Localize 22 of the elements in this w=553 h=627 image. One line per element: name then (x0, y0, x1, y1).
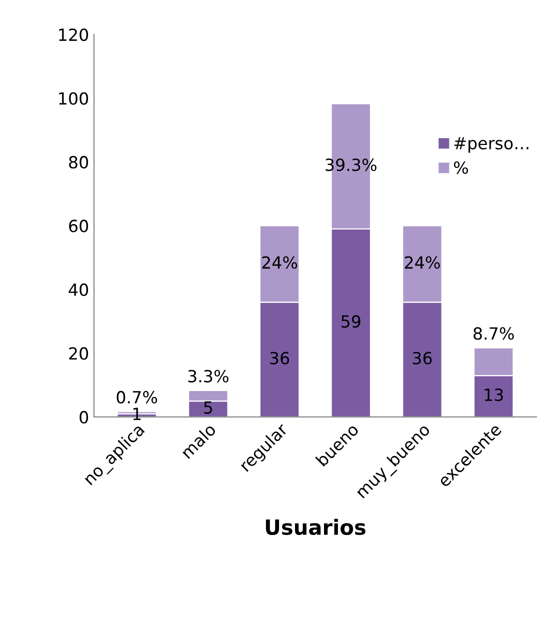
data-label: 3.3% (188, 370, 228, 382)
data-label: 0.7% (116, 390, 158, 404)
data-label: 59 (342, 315, 360, 328)
data-label: 13 (484, 388, 503, 402)
y-tick-label: 20 (69, 347, 88, 360)
data-label: 39.3% (326, 158, 376, 172)
legend-label: % (454, 161, 468, 174)
data-label: 36 (270, 352, 290, 364)
data-label: 5 (204, 401, 212, 414)
y-tick-label: 60 (69, 220, 88, 232)
y-tick-label: 100 (59, 92, 88, 105)
y-tick-label: 80 (69, 156, 88, 169)
legend-label: #perso… (454, 137, 528, 153)
data-label: 8.7% (474, 327, 514, 340)
data-label: 1 (133, 408, 141, 420)
x-axis-title: Usuarios (266, 518, 366, 536)
y-tick-label: 0 (80, 410, 88, 424)
data-label: 24% (262, 256, 298, 269)
y-tick-label: 40 (68, 283, 88, 296)
data-label: 24% (404, 256, 440, 269)
data-label: 36 (412, 352, 432, 364)
y-tick-label: 120 (59, 28, 88, 42)
